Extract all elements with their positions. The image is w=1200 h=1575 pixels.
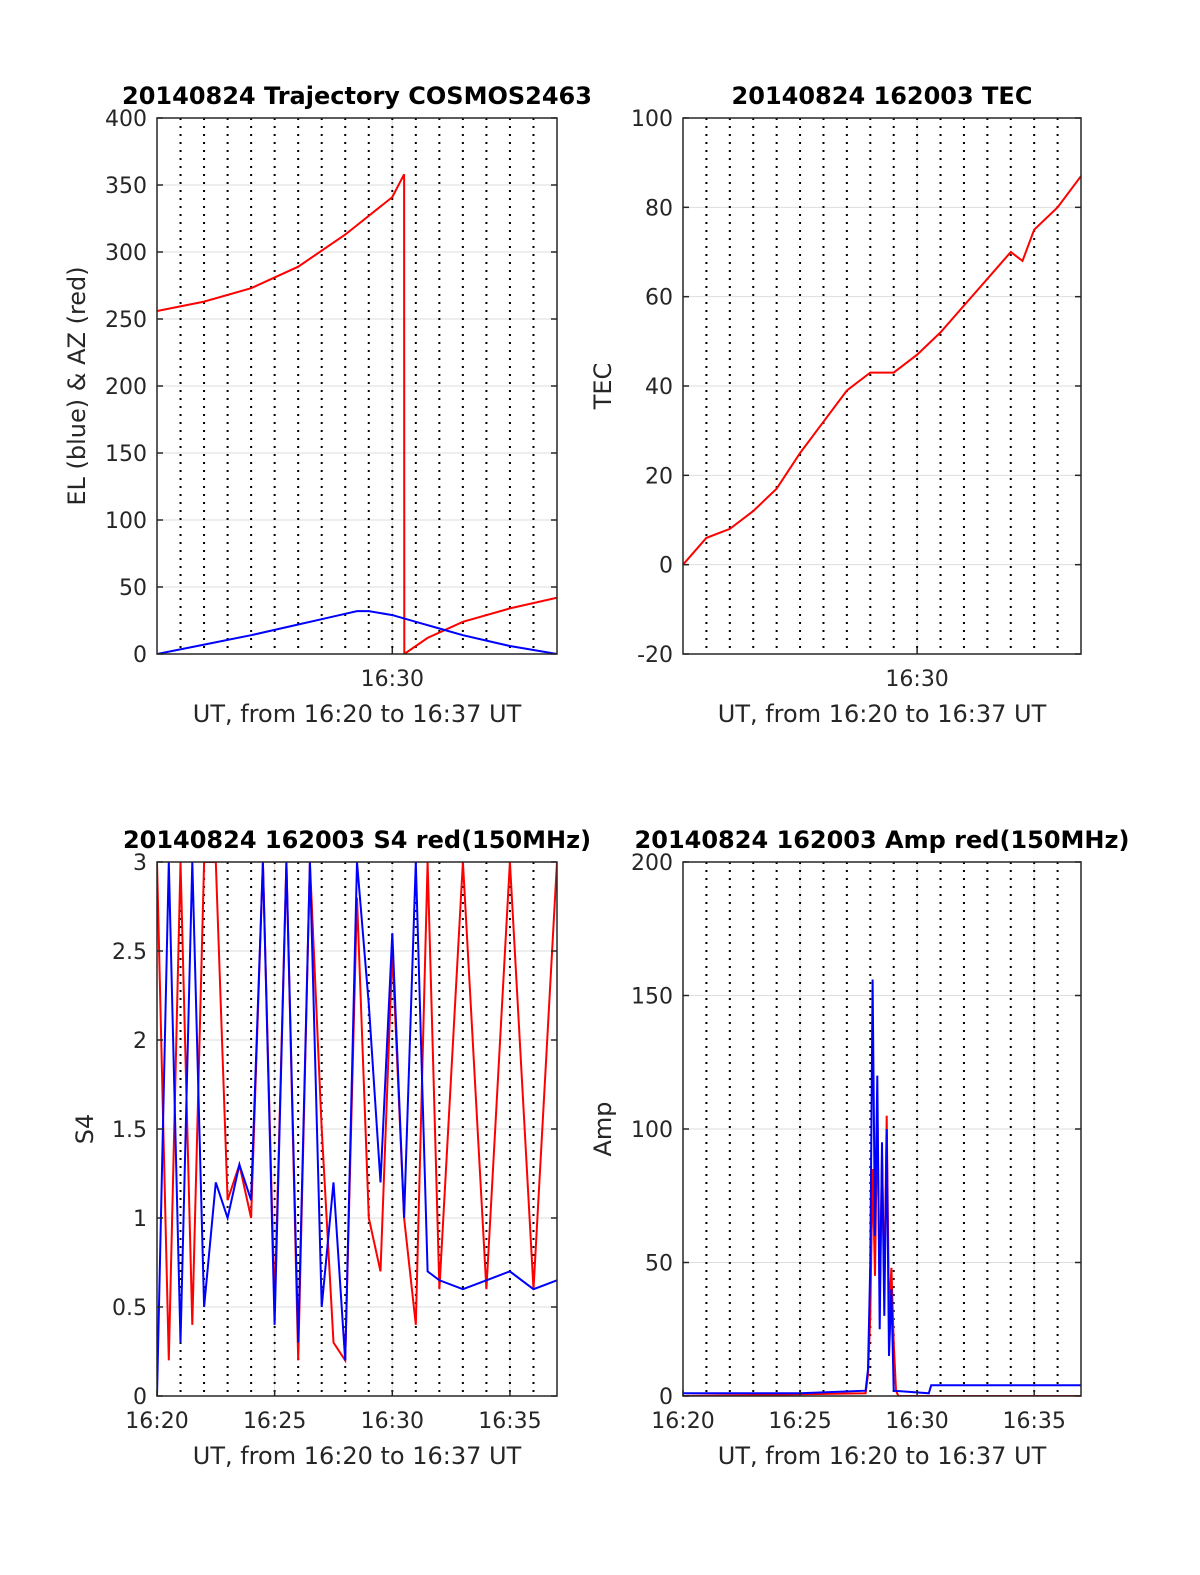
y-tick-label: 80 [645,196,673,221]
y-axis-label: S4 [71,1114,99,1145]
y-tick-label: 1.5 [112,1118,147,1143]
y-tick-label: 150 [631,985,673,1010]
y-tick-label: 2.5 [112,940,147,965]
chart-s4: 0 0.5 1 1.5 2 2.5 3 16:20 16:25 16:30 16:35 2014082… [71,826,591,1470]
y-tick-label: 60 [645,286,673,311]
y-tick-label: 0 [659,554,673,579]
y-tick-label: 0 [133,643,147,668]
series-line-1 [683,175,1081,566]
x-tick-label: 16:30 [361,667,424,692]
y-tick-label: 100 [631,1118,673,1143]
chart-title: 20140824 162003 S4 red(150MHz) [123,826,591,854]
chart-trajectory: 0 50 100 150 200 250 300 350 400 16:30 20140824 Tr… [63,82,592,728]
y-tick-label: 0 [133,1385,147,1410]
y-tick-label: 250 [105,308,147,333]
series-line-1 [157,862,557,1364]
y-tick-label: 50 [119,576,147,601]
x-axis-label: UT, from 16:20 to 16:37 UT [193,1442,522,1470]
y-tick-label: 350 [105,174,147,199]
x-tick-label: 16:25 [243,1409,306,1434]
y-tick-label: 2 [133,1029,147,1054]
y-tick-label: 200 [631,851,673,876]
y-tick-label: 400 [105,107,147,132]
y-axis-label: Amp [589,1101,617,1156]
y-tick-label: -20 [637,643,673,668]
x-tick-label: 16:20 [125,1409,188,1434]
x-tick-label: 16:30 [885,667,948,692]
x-tick-label: 16:20 [651,1409,714,1434]
y-axis-label: TEC [589,363,617,411]
x-axis-label: UT, from 16:20 to 16:37 UT [718,1442,1047,1470]
y-tick-label: 40 [645,375,673,400]
chart-amp: 0 50 100 150 200 16:20 16:25 16:30 16:35 20140824… [589,826,1129,1470]
x-tick-label: 16:30 [361,1409,424,1434]
y-tick-label: 1 [133,1207,147,1232]
chart-title: 20140824 Trajectory COSMOS2463 [122,82,592,110]
y-tick-label: 200 [105,375,147,400]
series-line-2 [157,610,557,654]
y-tick-label: 0 [659,1385,673,1410]
x-tick-label: 16:35 [1002,1409,1065,1434]
y-tick-label: 3 [133,851,147,876]
series-line-1 [157,173,557,654]
chart-tec: -20 0 20 40 60 80 100 16:30 20140824 162003 TEC U… [589,82,1082,728]
y-tick-label: 300 [105,241,147,266]
y-tick-label: 50 [645,1252,673,1277]
x-tick-label: 16:35 [478,1409,541,1434]
y-tick-label: 150 [105,442,147,467]
series-line-2 [157,862,557,1396]
series-line-2 [683,979,1081,1395]
chart-title: 20140824 162003 TEC [732,82,1033,110]
x-tick-label: 16:25 [768,1409,831,1434]
y-tick-label: 20 [645,464,673,489]
y-tick-label: 100 [631,107,673,132]
x-axis-label: UT, from 16:20 to 16:37 UT [193,700,522,728]
chart-title: 20140824 162003 Amp red(150MHz) [635,826,1130,854]
x-tick-label: 16:30 [885,1409,948,1434]
y-tick-label: 0.5 [112,1296,147,1321]
x-axis-label: UT, from 16:20 to 16:37 UT [718,700,1047,728]
y-axis-label: EL (blue) & AZ (red) [63,266,91,505]
y-tick-label: 100 [105,509,147,534]
